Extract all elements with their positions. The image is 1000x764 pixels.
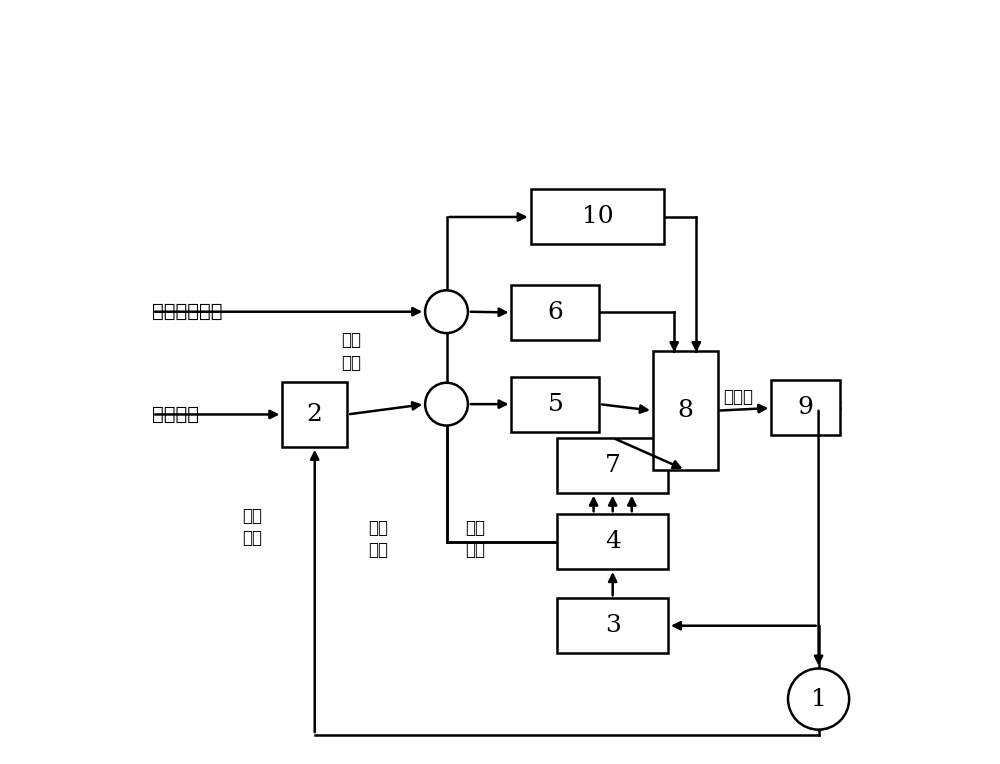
Text: 10: 10 xyxy=(582,206,613,228)
FancyBboxPatch shape xyxy=(771,380,840,435)
FancyBboxPatch shape xyxy=(511,377,599,432)
Text: 5: 5 xyxy=(547,393,563,416)
Text: 给定转速: 给定转速 xyxy=(152,405,199,424)
Circle shape xyxy=(425,290,468,333)
Text: 反馈
磁链: 反馈 磁链 xyxy=(466,519,486,558)
Text: 1: 1 xyxy=(811,688,826,711)
Text: 8: 8 xyxy=(677,399,693,422)
Text: 9: 9 xyxy=(798,397,814,419)
FancyBboxPatch shape xyxy=(653,351,718,470)
FancyBboxPatch shape xyxy=(557,514,668,569)
Circle shape xyxy=(788,668,849,730)
Circle shape xyxy=(425,383,468,426)
FancyBboxPatch shape xyxy=(511,285,599,340)
Text: 反馈
转矩: 反馈 转矩 xyxy=(368,519,388,558)
Text: 2: 2 xyxy=(307,403,323,426)
Text: 6: 6 xyxy=(547,301,563,324)
Text: 给定磁链幅值: 给定磁链幅值 xyxy=(152,303,223,321)
FancyBboxPatch shape xyxy=(531,189,664,244)
FancyBboxPatch shape xyxy=(557,438,668,493)
Text: 7: 7 xyxy=(605,454,621,477)
FancyBboxPatch shape xyxy=(557,598,668,653)
Text: 给定
转矩: 给定 转矩 xyxy=(341,332,361,371)
Text: 4: 4 xyxy=(605,530,621,553)
Text: 3: 3 xyxy=(605,614,621,637)
Text: 反馈
转速: 反馈 转速 xyxy=(242,507,262,547)
Text: 门信号: 门信号 xyxy=(723,387,753,406)
FancyBboxPatch shape xyxy=(282,382,347,447)
